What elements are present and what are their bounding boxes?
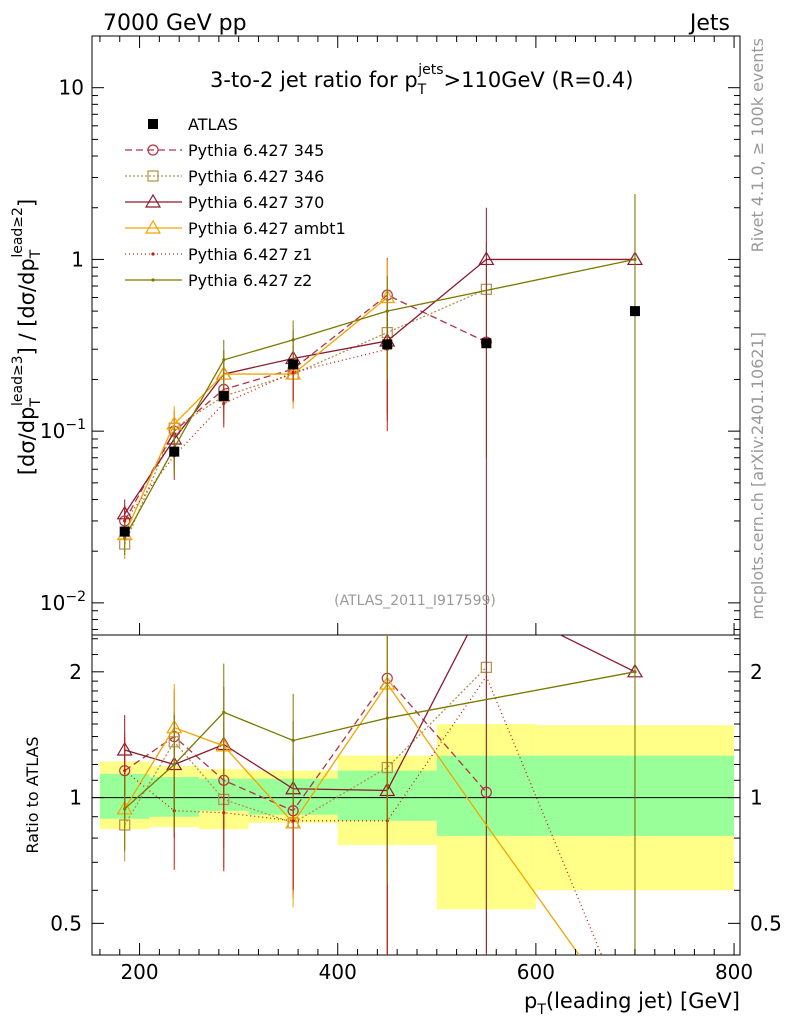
atlas-point-0	[119, 526, 130, 537]
header-right: Jets	[688, 11, 730, 36]
legend-marker-3	[144, 219, 162, 234]
main-series	[116, 194, 644, 635]
series-main-4	[123, 311, 389, 541]
ratio-point-4-3	[291, 819, 295, 823]
series-point-5-3	[291, 338, 295, 342]
ratio-point-4-2	[222, 811, 226, 815]
y-tick-label-0: 10	[59, 76, 84, 100]
ratio-uncertainty-bands	[92, 724, 740, 910]
ratio-tick-label-2: 2	[69, 660, 82, 684]
series-point-4-0	[123, 519, 127, 523]
legend-marker-2	[144, 193, 162, 208]
series-main-3	[116, 259, 396, 552]
series-point-4-3	[291, 370, 295, 374]
y-tick-label-2: 10−1	[40, 417, 86, 443]
legend-marker-5	[151, 278, 155, 282]
mcplots-label: mcplots.cern.ch [arXiv:2401.10621]	[748, 332, 767, 620]
atlas-point-5	[481, 338, 492, 349]
legend-marker-atlas	[148, 119, 158, 129]
axis-ticks: 200 400 600 800 10 1 10−1 10−2 0.5 0.5 1 1 2 2	[40, 35, 782, 984]
ratio-series	[116, 635, 644, 955]
legend-entry-0: Pythia 6.427 345	[125, 141, 324, 160]
legend-label-0: Pythia 6.427 345	[188, 141, 324, 160]
series-line-4	[124, 348, 388, 522]
ratio-tick-label-right-2: 2	[750, 660, 763, 684]
series-point-5-0	[123, 535, 127, 540]
ratio-tick-label-1: 1	[69, 786, 82, 810]
series-point-2-5	[478, 251, 495, 266]
analysis-id: (ATLAS_2011_I917599)	[334, 593, 496, 609]
x-axis-label: pT(leading jet) [GeV]	[524, 989, 740, 1018]
ratio-point-5-3	[291, 738, 295, 743]
legend-label-2: Pythia 6.427 370	[188, 193, 324, 212]
legend-entry-1: Pythia 6.427 346	[125, 167, 324, 186]
x-tick-label-2: 600	[517, 960, 555, 984]
series-line-2	[124, 258, 635, 515]
x-tick-label-0: 200	[120, 960, 158, 984]
legend-label-4: Pythia 6.427 z1	[188, 245, 312, 264]
legend-label-5: Pythia 6.427 z2	[188, 271, 312, 290]
ratio-tick-label-right-0: 0.5	[750, 911, 782, 935]
header-left: 7000 GeV pp	[103, 11, 247, 36]
y-tick-label-3: 10−2	[40, 589, 86, 615]
atlas-point-3	[288, 359, 299, 370]
legend: ATLAS Pythia 6.427 345 Pythia 6.427 346 Pyt…	[125, 115, 346, 290]
legend-label-1: Pythia 6.427 346	[188, 167, 324, 186]
ratio-point-5-2	[222, 710, 226, 714]
legend-marker-1	[147, 170, 159, 182]
legend-marker-4	[151, 252, 155, 256]
ratio-line-4	[124, 675, 603, 955]
atlas-point-6	[629, 306, 640, 317]
atlas-point-2	[218, 391, 229, 402]
atlas-point-4	[382, 339, 393, 350]
ratio-plot-frame	[91, 634, 741, 956]
series-point-5-4	[385, 309, 389, 313]
legend-entry-5: Pythia 6.427 z2	[125, 271, 312, 290]
series-line-1	[124, 288, 487, 545]
legend-entry-atlas: ATLAS	[148, 115, 238, 134]
rivet-label: Rivet 4.1.0, ≥ 100k events	[748, 38, 767, 252]
series-line-5	[124, 258, 636, 538]
atlas-data	[119, 306, 640, 537]
ratio-line-1	[124, 666, 487, 826]
ratio-line-5	[124, 671, 636, 810]
ratio-point-5-5	[633, 670, 637, 674]
series-line-0	[124, 294, 487, 522]
ratio-y-axis-label: Ratio to ATLAS	[23, 736, 42, 853]
ratio-tick-label-0: 0.5	[50, 911, 82, 935]
series-ratio-5	[123, 635, 637, 955]
chart-title: 3-to-2 jet ratio for pTjets>110GeV (R=0.…	[210, 62, 633, 98]
series-point-5-2	[222, 358, 226, 362]
legend-label-atlas: ATLAS	[188, 115, 238, 134]
ratio-point-5-0	[123, 807, 127, 811]
series-point-4-2	[222, 401, 226, 406]
ratio-tick-label-right-1: 1	[750, 786, 763, 810]
atlas-point-1	[169, 446, 180, 457]
y-tick-label-1: 1	[71, 247, 84, 271]
ratio-point-5-1	[172, 762, 176, 767]
series-main-5	[123, 194, 637, 635]
y-axis-label: [dσ/dpTlead≥3] / [dσ/dpTlead≥2]	[10, 199, 44, 475]
ratio-point-5-4	[385, 716, 389, 720]
legend-entry-4: Pythia 6.427 z1	[125, 245, 312, 264]
series-line-3	[124, 297, 388, 535]
legend-marker-0	[147, 144, 159, 156]
series-point-5-5	[633, 257, 637, 262]
series-main-0	[119, 257, 492, 538]
ratio-point-4-0	[123, 769, 127, 773]
x-tick-label-1: 400	[319, 960, 357, 984]
legend-label-3: Pythia 6.427 ambt1	[188, 219, 346, 238]
legend-entry-2: Pythia 6.427 370	[125, 193, 324, 212]
legend-entry-3: Pythia 6.427 ambt1	[125, 219, 346, 238]
x-tick-label-3: 800	[715, 960, 753, 984]
